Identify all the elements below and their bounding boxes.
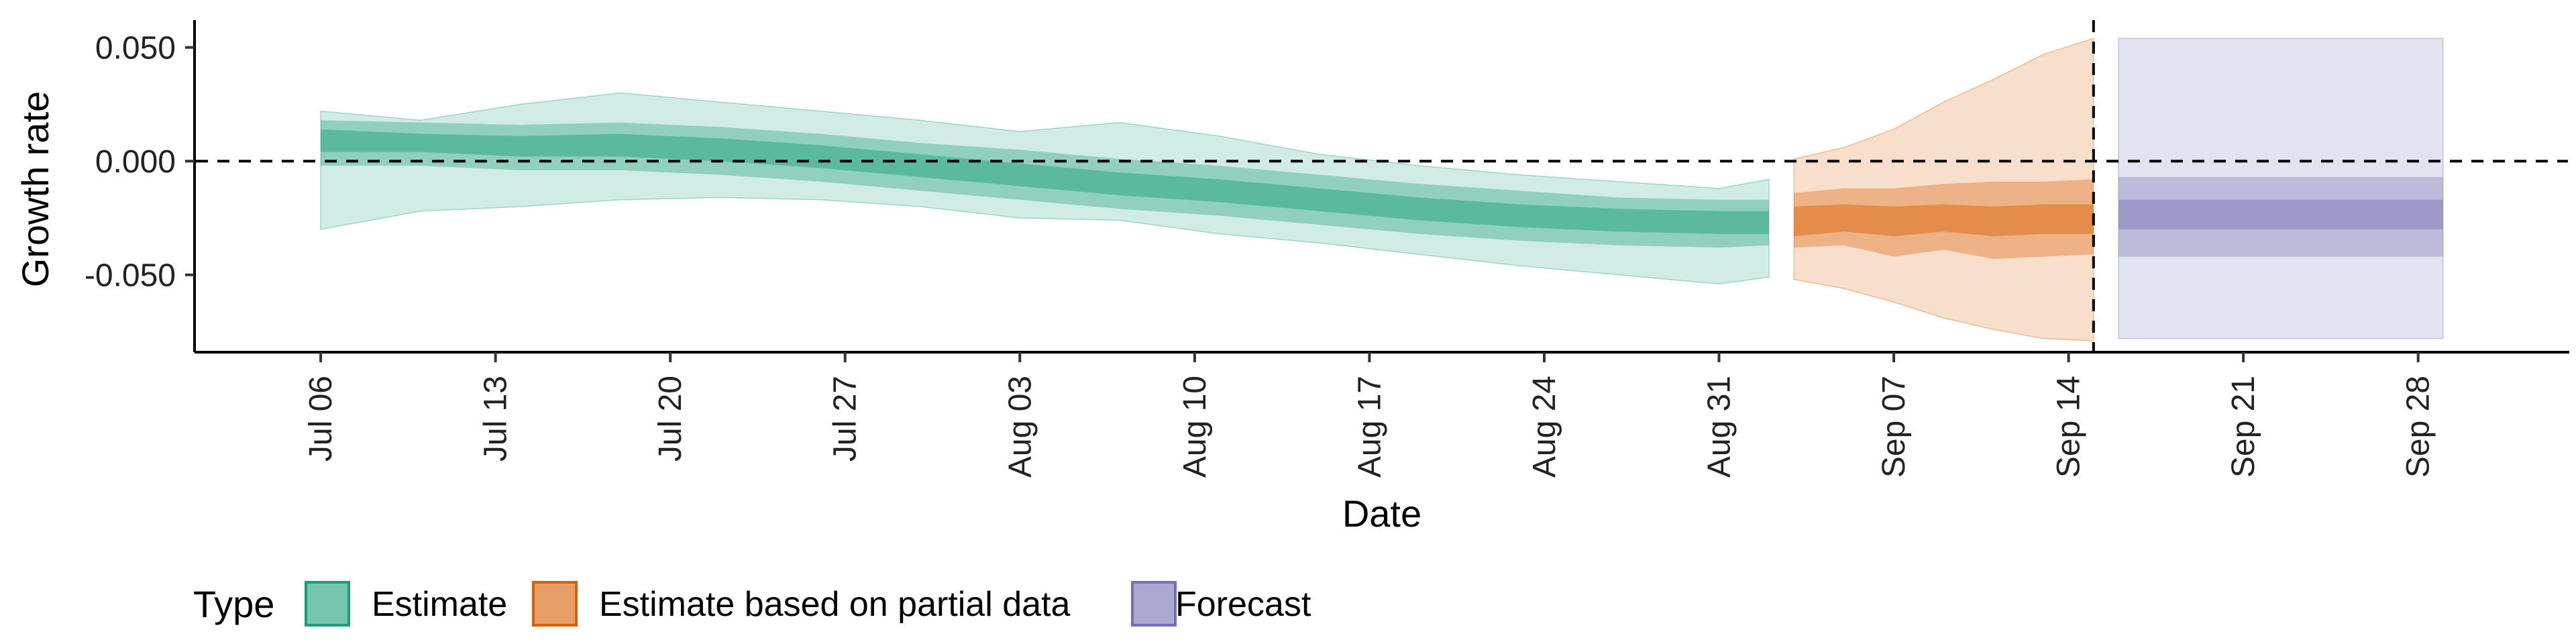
estimate-inner-band xyxy=(321,129,1769,234)
estimate-based-on-partial-data-outer-band xyxy=(1793,38,2094,341)
reference-lines xyxy=(196,20,2568,352)
x-tick-label: Jul 20 xyxy=(653,376,688,462)
forecast-outer-band xyxy=(2118,38,2444,339)
series-forecast xyxy=(2118,38,2444,339)
legend-key-forecast xyxy=(1131,581,1177,627)
x-tick-label: Aug 03 xyxy=(1002,376,1038,478)
legend-label-forecast: Forecast xyxy=(1175,585,1311,624)
legend-key-partial xyxy=(532,581,578,627)
x-tick-label: Sep 07 xyxy=(1876,376,1912,478)
axes-layer xyxy=(193,20,2569,354)
x-tick-label: Jul 13 xyxy=(478,376,514,462)
y-axis-title: Growth rate xyxy=(14,91,56,288)
x-axis-title: Date xyxy=(1342,492,1421,535)
legend-label-partial: Estimate based on partial data xyxy=(599,585,1071,624)
estimate-middle-band xyxy=(321,120,1769,248)
series-estimate xyxy=(320,92,1770,285)
y-tick-label: -0.050 xyxy=(85,258,176,294)
legend-label-estimate: Estimate xyxy=(372,585,507,624)
x-tick-label: Aug 17 xyxy=(1352,376,1387,478)
x-tick-label: Sep 14 xyxy=(2051,376,2087,478)
legend-key-estimate xyxy=(305,581,350,627)
x-tick-label: Sep 21 xyxy=(2226,376,2261,478)
x-tick-label: Aug 10 xyxy=(1177,376,1213,478)
y-tick-label: 0.000 xyxy=(95,144,176,180)
band-layer xyxy=(320,38,2444,341)
estimate-based-on-partial-data-inner-band xyxy=(1794,204,2094,237)
forecast-inner-band xyxy=(2118,199,2443,229)
forecast-middle-band xyxy=(2118,176,2443,257)
x-tick-label: Aug 24 xyxy=(1527,376,1562,478)
estimate-outer-band xyxy=(320,92,1770,285)
legend-title: Type xyxy=(193,583,274,625)
estimate-based-on-partial-data-middle-band xyxy=(1794,179,2094,259)
series-estimate-based-on-partial-data xyxy=(1793,38,2094,341)
legend: Type Estimate Estimate based on partial … xyxy=(193,581,1311,627)
y-ticks: 0.050 0.000 -0.050 xyxy=(85,31,195,294)
y-tick-label: 0.050 xyxy=(95,31,176,66)
x-tick-label: Jul 27 xyxy=(828,376,863,462)
x-tick-label: Jul 06 xyxy=(303,376,339,462)
x-tick-label: Sep 28 xyxy=(2401,376,2436,478)
x-tick-label: Aug 31 xyxy=(1702,376,1737,478)
x-ticks: Jul 06 Jul 13 Jul 20 Jul 27 Aug 03 Aug 10 Aug … xyxy=(303,352,2436,478)
